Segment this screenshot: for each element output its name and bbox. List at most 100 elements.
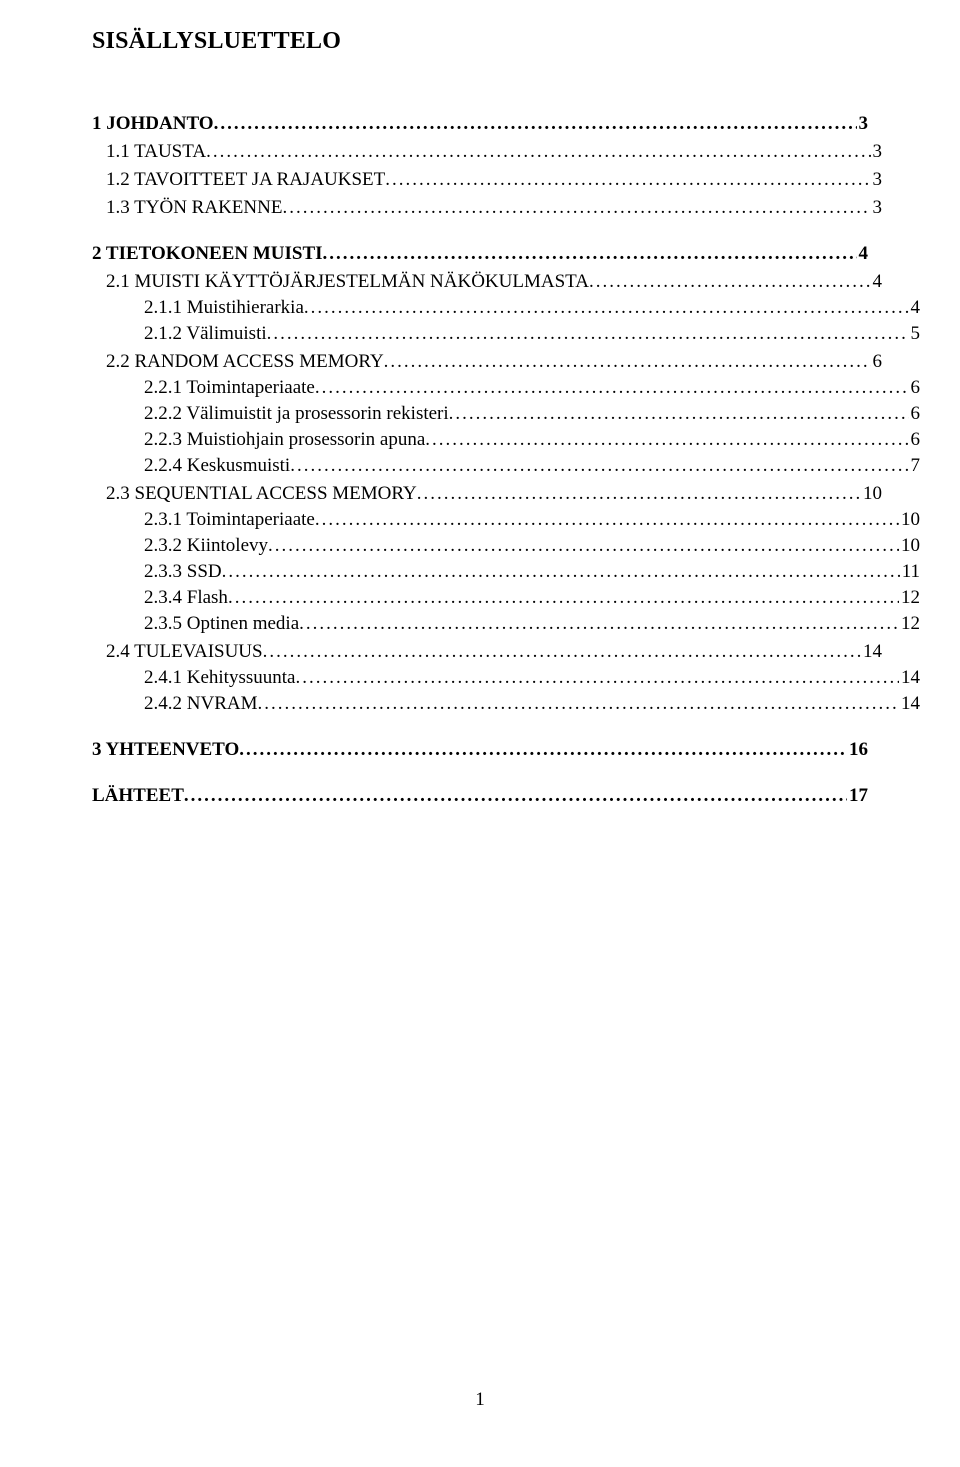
toc-entry-page: 6 [909,377,921,399]
toc-leader-dots [206,141,870,163]
toc-entry: 2.2.3 Muistiohjain prosessorin apuna 6 [92,429,920,451]
toc-entry-label: 2.2.3 Muistiohjain prosessorin apuna [144,429,425,451]
toc-leader-dots [184,785,847,807]
toc-entry: 2.4 TULEVAISUUS 14 [92,641,882,663]
toc-entry-label: 2 TIETOKONEEN MUISTI [92,243,323,265]
toc-leader-dots [214,113,857,135]
toc-leader-dots [295,667,899,689]
toc-entry-page: 16 [847,739,868,761]
toc-leader-dots [263,641,861,663]
toc-entry-page: 3 [871,169,883,191]
toc-entry: 2.3.4 Flash 12 [92,587,920,609]
toc-entry-label: 2.2.2 Välimuistit ja prosessorin rekiste… [144,403,449,425]
toc-entry-label: 2.2.1 Toimintaperiaate [144,377,315,399]
toc-entry: 2.1.2 Välimuisti 5 [92,323,920,345]
toc-entry: 2.4.2 NVRAM 14 [92,693,920,715]
toc-leader-dots [290,455,908,477]
toc-leader-dots [267,323,909,345]
toc-entry-label: 2.4.1 Kehityssuunta [144,667,295,689]
toc-entry-label: 2.3 SEQUENTIAL ACCESS MEMORY [106,483,417,505]
toc-entry-page: 6 [909,403,921,425]
toc-leader-dots [257,693,899,715]
toc-leader-dots [425,429,908,451]
toc-entry-label: 2.3.3 SSD [144,561,222,583]
toc-entry: 1.3 TYÖN RAKENNE 3 [92,197,882,219]
toc-leader-dots [315,377,909,399]
toc-entry-page: 6 [871,351,883,373]
toc-entry: 2.2.1 Toimintaperiaate 6 [92,377,920,399]
toc-entry: 1 JOHDANTO 3 [92,113,868,135]
toc-entry-label: LÄHTEET [92,785,184,807]
toc-entry-label: 2.3.1 Toimintaperiaate [144,509,315,531]
toc-entry: 2.1.1 Muistihierarkia 4 [92,297,920,319]
toc-entry-page: 12 [899,613,920,635]
toc-leader-dots [323,243,857,265]
toc-leader-dots [222,561,900,583]
toc-leader-dots [315,509,899,531]
toc-entry: LÄHTEET 17 [92,785,868,807]
toc-leader-dots [239,739,847,761]
toc-leader-dots [589,271,871,293]
toc-leader-dots [299,613,899,635]
toc-entry-page: 11 [900,561,920,583]
toc-entry-page: 4 [871,271,883,293]
toc-entry-label: 2.2.4 Keskusmuisti [144,455,290,477]
toc-entry: 3 YHTEENVETO 16 [92,739,868,761]
toc-entry-page: 14 [899,693,920,715]
toc-leader-dots [417,483,861,505]
toc-leader-dots [282,197,870,219]
toc-entry-page: 10 [899,535,920,557]
toc-entry-page: 14 [861,641,882,663]
toc-entry-page: 4 [857,243,869,265]
toc-entry-page: 4 [909,297,921,319]
toc-entry: 2.3.5 Optinen media 12 [92,613,920,635]
page: SISÄLLYSLUETTELO 1 JOHDANTO31.1 TAUSTA31… [0,0,960,1467]
toc-entry-page: 17 [847,785,868,807]
toc-entry-label: 1.1 TAUSTA [106,141,206,163]
toc-entry: 2.2.2 Välimuistit ja prosessorin rekiste… [92,403,920,425]
toc-entry: 2 TIETOKONEEN MUISTI 4 [92,243,868,265]
toc-entry-label: 1 JOHDANTO [92,113,214,135]
toc-entry-label: 2.1.2 Välimuisti [144,323,267,345]
toc-leader-dots [384,351,871,373]
toc-entry: 1.2 TAVOITTEET JA RAJAUKSET 3 [92,169,882,191]
toc-entry-page: 5 [909,323,921,345]
toc-entry: 2.3.3 SSD 11 [92,561,920,583]
toc-entry-label: 2.1 MUISTI KÄYTTÖJÄRJESTELMÄN NÄKÖKULMAS… [106,271,589,293]
toc-entry-label: 2.3.4 Flash [144,587,228,609]
toc-entry: 2.3.1 Toimintaperiaate 10 [92,509,920,531]
toc-entry: 2.3 SEQUENTIAL ACCESS MEMORY 10 [92,483,882,505]
toc-entry: 2.4.1 Kehityssuunta 14 [92,667,920,689]
toc-entry-label: 2.4.2 NVRAM [144,693,257,715]
toc-leader-dots [449,403,909,425]
toc-entry: 2.1 MUISTI KÄYTTÖJÄRJESTELMÄN NÄKÖKULMAS… [92,271,882,293]
toc-heading: SISÄLLYSLUETTELO [92,28,868,55]
toc: 1 JOHDANTO 3 1.1 TAUSTA 3 1.2 TAVOITTEET JA … [92,113,868,807]
toc-entry-page: 10 [861,483,882,505]
toc-entry-label: 1.2 TAVOITTEET JA RAJAUKSET [106,169,385,191]
toc-entry-page: 7 [909,455,921,477]
toc-entry-label: 3 YHTEENVETO [92,739,239,761]
toc-entry: 2.3.2 Kiintolevy 10 [92,535,920,557]
toc-leader-dots [304,297,909,319]
toc-entry-page: 14 [899,667,920,689]
toc-entry: 2.2.4 Keskusmuisti 7 [92,455,920,477]
toc-leader-dots [385,169,870,191]
toc-entry-page: 6 [909,429,921,451]
toc-entry-label: 1.3 TYÖN RAKENNE [106,197,282,219]
toc-entry-label: 2.4 TULEVAISUUS [106,641,263,663]
toc-entry-label: 2.3.5 Optinen media [144,613,299,635]
toc-leader-dots [268,535,899,557]
toc-entry: 1.1 TAUSTA 3 [92,141,882,163]
toc-entry-page: 3 [857,113,869,135]
toc-entry-label: 2.3.2 Kiintolevy [144,535,268,557]
toc-entry-page: 10 [899,509,920,531]
toc-entry-label: 2.2 RANDOM ACCESS MEMORY [106,351,384,373]
toc-entry: 2.2 RANDOM ACCESS MEMORY 6 [92,351,882,373]
toc-entry-page: 3 [871,197,883,219]
toc-leader-dots [228,587,899,609]
page-number: 1 [0,1389,960,1411]
toc-entry-page: 12 [899,587,920,609]
toc-entry-label: 2.1.1 Muistihierarkia [144,297,304,319]
toc-entry-page: 3 [871,141,883,163]
